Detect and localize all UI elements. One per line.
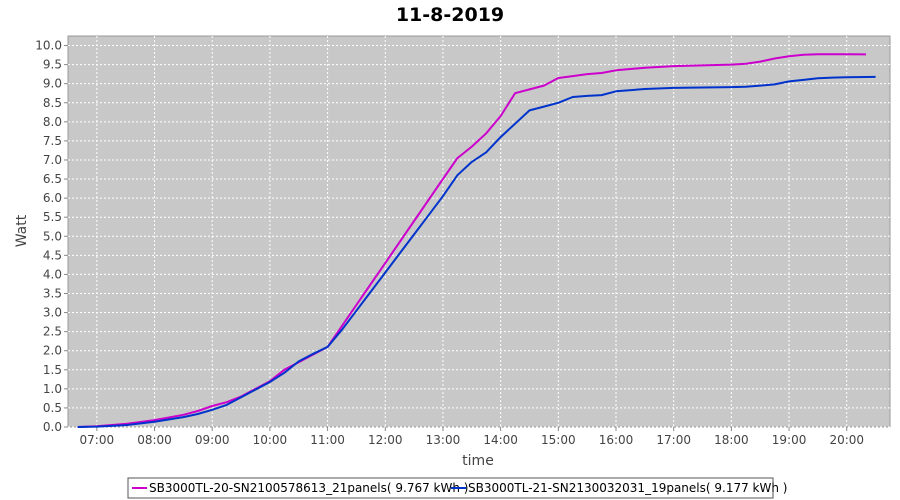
- x-tick-label: 20:00: [829, 433, 864, 447]
- y-tick-label: 2.5: [43, 325, 62, 339]
- y-tick-label: 6.5: [43, 172, 62, 186]
- y-tick-label: 5.5: [43, 210, 62, 224]
- plot-area: [67, 35, 891, 428]
- grid-lines: [68, 36, 890, 428]
- y-axis-ticks: 0.0 0.5 1.0 1.5 2.0 2.5 3.0 3.5 4.0 4.5 5.0 5.5 6.0 6…: [35, 39, 68, 434]
- y-tick-label: 0.0: [43, 420, 62, 434]
- y-tick-label: 10.0: [35, 39, 62, 53]
- series-lines: [77, 53, 876, 428]
- x-tick-label: 18:00: [714, 433, 749, 447]
- y-tick-label: 1.5: [43, 363, 62, 377]
- x-tick-label: 13:00: [426, 433, 461, 447]
- x-tick-label: 16:00: [599, 433, 634, 447]
- y-tick-label: 7.0: [43, 153, 62, 167]
- y-tick-label: 2.0: [43, 344, 62, 358]
- x-tick-label: 19:00: [772, 433, 807, 447]
- chart-title: 11-8-2019: [396, 4, 504, 26]
- legend-box: [127, 477, 774, 499]
- x-tick-label: 07:00: [80, 433, 115, 447]
- y-tick-label: 8.5: [43, 96, 62, 110]
- x-tick-label: 08:00: [137, 433, 172, 447]
- legend-label-series-1: SB3000TL-20-SN2100578613_21panels( 9.767…: [149, 481, 468, 495]
- y-tick-label: 3.0: [43, 306, 62, 320]
- x-tick-label: 10:00: [253, 433, 288, 447]
- x-tick-label: 11:00: [310, 433, 345, 447]
- y-tick-label: 3.5: [43, 286, 62, 300]
- x-axis-ticks: 07:00 08:00 09:00 10:00 11:00 12:00 13:00 14:00…: [80, 427, 864, 447]
- y-tick-label: 8.0: [43, 115, 62, 129]
- x-tick-label: 15:00: [541, 433, 576, 447]
- y-tick-label: 6.0: [43, 191, 62, 205]
- x-tick-label: 14:00: [483, 433, 518, 447]
- x-axis-label: time: [462, 453, 494, 469]
- y-tick-label: 9.5: [43, 58, 62, 72]
- y-tick-label: 9.0: [43, 77, 62, 91]
- y-axis-label: Watt: [14, 214, 30, 247]
- y-tick-label: 4.0: [43, 267, 62, 281]
- x-tick-label: 09:00: [195, 433, 230, 447]
- x-tick-label: 12:00: [368, 433, 403, 447]
- y-tick-label: 4.5: [43, 248, 62, 262]
- legend-label-series-2: SB3000TL-21-SN2130032031_19panels( 9.177…: [468, 481, 787, 495]
- y-tick-label: 0.5: [43, 401, 62, 415]
- legend: SB3000TL-20-SN2100578613_21panels( 9.767…: [127, 477, 787, 499]
- y-tick-label: 5.0: [43, 229, 62, 243]
- y-tick-label: 7.5: [43, 134, 62, 148]
- series-line-2: [77, 75, 876, 428]
- x-tick-label: 17:00: [656, 433, 691, 447]
- y-tick-label: 1.0: [43, 382, 62, 396]
